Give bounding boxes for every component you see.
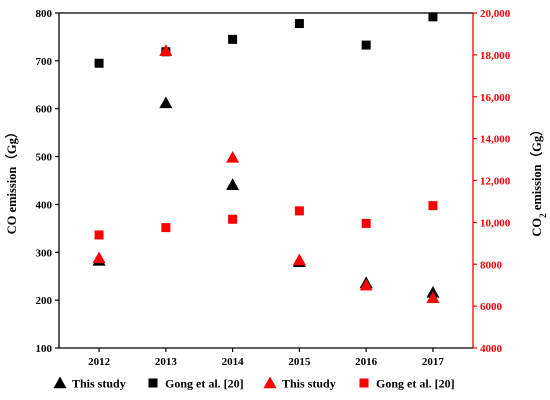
legend-red-square xyxy=(359,378,369,388)
legend-black-triangle xyxy=(53,376,67,389)
red-square-point xyxy=(361,218,371,228)
left-tick-label: 500 xyxy=(36,152,53,164)
x-axis: 2012 2013 2014 2015 2016 2017 xyxy=(88,348,444,368)
red-square-point xyxy=(428,201,438,211)
x-tick-label: 2017 xyxy=(422,356,445,368)
right-tick-label: 20,000 xyxy=(480,8,511,20)
right-y-axis: 4000 6000 8000 10,000 12,000 14,000 16,000 18,0… xyxy=(472,8,511,355)
black-triangle-point xyxy=(159,96,173,109)
legend: This study Gong et al. [20] This study Gong… xyxy=(53,376,455,391)
black-square-point xyxy=(294,19,304,29)
right-tick-label: 6000 xyxy=(480,301,503,313)
red-square-point xyxy=(94,230,104,240)
left-y-axis: 100 200 300 400 500 600 700 800 xyxy=(36,8,60,355)
x-tick-label: 2014 xyxy=(222,356,245,368)
right-axis-title-rest: emission（Gg） xyxy=(529,123,544,213)
right-tick-label: 16,000 xyxy=(480,92,511,104)
left-tick-label: 300 xyxy=(36,247,53,259)
red-triangle-point xyxy=(92,251,106,264)
right-tick-label: 4000 xyxy=(480,343,503,355)
x-tick-label: 2015 xyxy=(288,356,311,368)
red-square-point xyxy=(294,206,304,216)
black-square-point xyxy=(228,34,238,44)
left-axis-title: CO emission（Gg） xyxy=(4,126,19,235)
right-tick-label: 14,000 xyxy=(480,134,511,146)
legend-label: Gong et al. [20] xyxy=(165,377,244,391)
legend-black-square xyxy=(148,378,158,388)
data-markers xyxy=(92,12,440,303)
legend-label: This study xyxy=(282,377,336,391)
plot-frame xyxy=(59,12,473,349)
left-tick-label: 800 xyxy=(36,8,53,20)
left-tick-label: 400 xyxy=(36,199,53,211)
right-tick-label: 18,000 xyxy=(480,50,511,62)
black-square-point xyxy=(94,58,104,68)
red-square-point xyxy=(161,223,171,233)
x-tick-label: 2016 xyxy=(355,356,378,368)
red-triangle-point xyxy=(292,253,306,266)
red-triangle-point xyxy=(426,291,440,303)
right-axis-title: CO2 emission（Gg） xyxy=(529,123,548,236)
left-tick-label: 100 xyxy=(36,343,53,355)
left-tick-label: 200 xyxy=(36,295,53,307)
black-square-point xyxy=(428,12,438,22)
left-tick-label: 600 xyxy=(36,104,53,116)
left-axis-title-main: CO emission xyxy=(5,167,19,235)
black-triangle-point xyxy=(226,178,240,191)
red-triangle-point xyxy=(159,44,173,56)
red-square-point xyxy=(228,214,238,224)
x-tick-label: 2012 xyxy=(88,356,111,368)
red-triangle-point xyxy=(359,278,373,291)
right-tick-label: 10,000 xyxy=(480,217,511,229)
legend-red-triangle xyxy=(263,376,277,389)
right-tick-label: 8000 xyxy=(480,259,503,271)
right-tick-label: 12,000 xyxy=(480,176,511,188)
x-tick-label: 2013 xyxy=(155,356,178,368)
right-axis-title-subscript: 2 xyxy=(538,213,548,218)
legend-label: This study xyxy=(72,377,126,391)
legend-label: Gong et al. [20] xyxy=(376,377,455,391)
black-square-point xyxy=(361,40,371,50)
left-axis-title-unit: （Gg） xyxy=(4,126,19,167)
right-axis-title-co: CO xyxy=(530,218,544,237)
left-tick-label: 700 xyxy=(36,56,53,68)
red-triangle-point xyxy=(226,150,240,163)
